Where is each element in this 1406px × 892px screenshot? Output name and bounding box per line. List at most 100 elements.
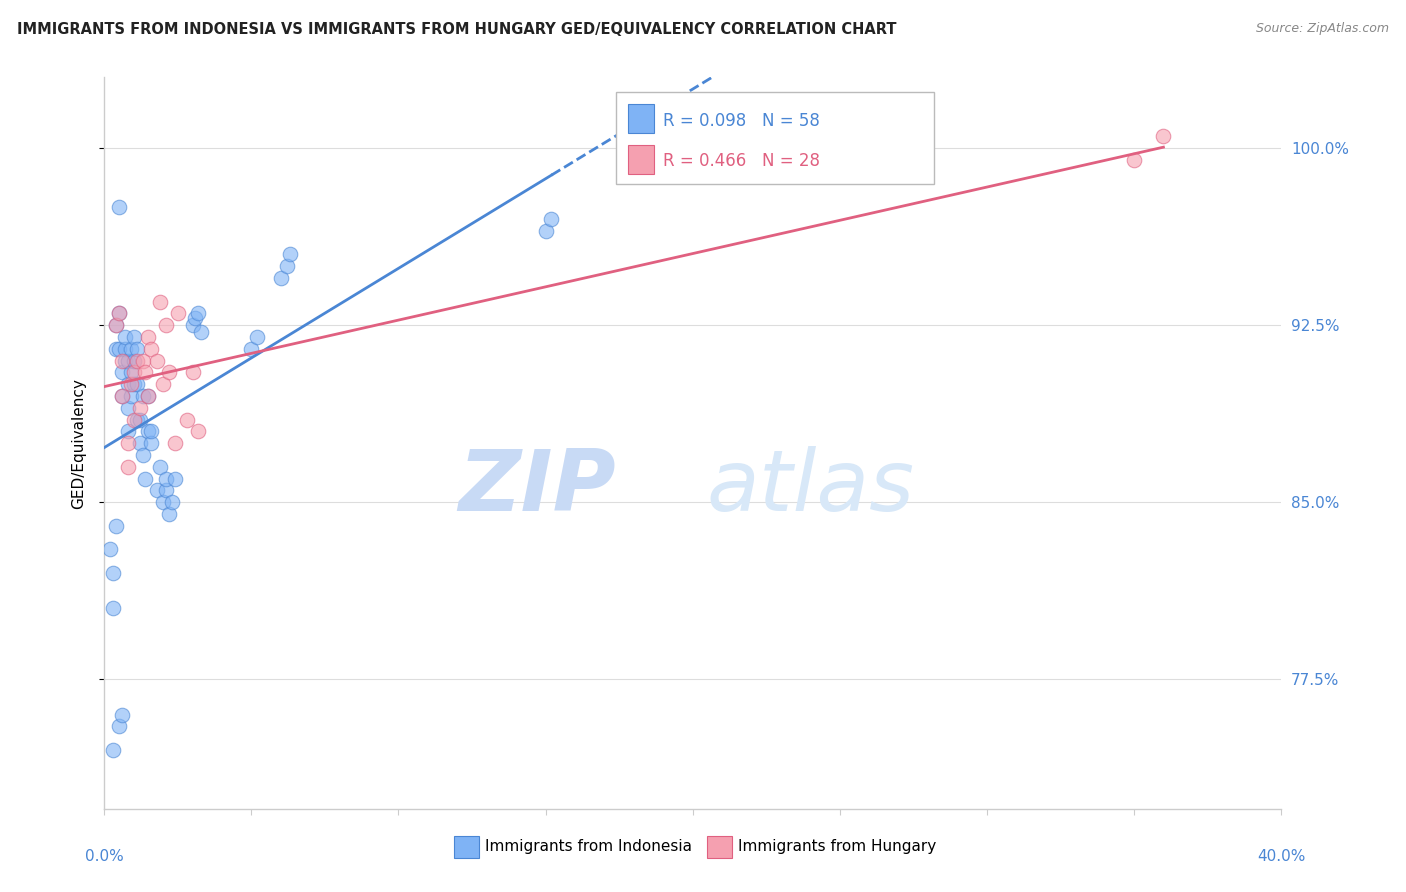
- Point: [122, 366, 145, 380]
- Point: [105, 518, 128, 533]
- Point: [128, 412, 150, 426]
- Point: [157, 507, 180, 521]
- Text: Source: ZipAtlas.com: Source: ZipAtlas.com: [1256, 22, 1389, 36]
- Point: [146, 353, 169, 368]
- Point: [122, 377, 145, 392]
- Point: [125, 412, 148, 426]
- Point: [108, 719, 131, 733]
- Y-axis label: GED/Equivalency: GED/Equivalency: [72, 378, 86, 508]
- Point: [278, 247, 301, 261]
- Point: [98, 542, 121, 557]
- Point: [117, 377, 139, 392]
- Text: Immigrants from Hungary: Immigrants from Hungary: [738, 839, 936, 854]
- Text: 40.0%: 40.0%: [1257, 849, 1305, 864]
- Point: [117, 353, 139, 368]
- Text: R = 0.466   N = 28: R = 0.466 N = 28: [664, 152, 820, 169]
- Point: [187, 306, 209, 320]
- Point: [131, 353, 153, 368]
- Point: [149, 459, 172, 474]
- Point: [120, 377, 142, 392]
- Text: ZIP: ZIP: [458, 446, 616, 529]
- Point: [101, 601, 124, 615]
- Point: [125, 377, 148, 392]
- Point: [125, 353, 148, 368]
- Point: [117, 425, 139, 439]
- Point: [181, 318, 204, 333]
- Point: [114, 342, 136, 356]
- Point: [141, 342, 163, 356]
- Bar: [628, 104, 654, 133]
- Point: [141, 425, 163, 439]
- Point: [120, 389, 142, 403]
- Bar: [628, 145, 654, 174]
- Text: Immigrants from Indonesia: Immigrants from Indonesia: [485, 839, 692, 854]
- Point: [534, 224, 557, 238]
- Point: [134, 366, 156, 380]
- Point: [141, 436, 163, 450]
- Point: [1123, 153, 1146, 167]
- Point: [122, 330, 145, 344]
- Point: [108, 342, 131, 356]
- Point: [240, 342, 263, 356]
- Point: [163, 436, 186, 450]
- Point: [125, 342, 148, 356]
- Point: [138, 389, 160, 403]
- Point: [155, 472, 177, 486]
- Bar: [616, 92, 934, 184]
- Point: [163, 472, 186, 486]
- Point: [117, 436, 139, 450]
- Point: [122, 412, 145, 426]
- Point: [152, 377, 174, 392]
- Point: [160, 495, 183, 509]
- Point: [166, 306, 188, 320]
- Point: [114, 330, 136, 344]
- Point: [120, 342, 142, 356]
- Point: [146, 483, 169, 498]
- Point: [187, 425, 209, 439]
- Point: [138, 330, 160, 344]
- Point: [181, 366, 204, 380]
- Point: [101, 566, 124, 580]
- Point: [111, 389, 134, 403]
- Point: [105, 318, 128, 333]
- Point: [138, 389, 160, 403]
- Point: [117, 401, 139, 415]
- Point: [540, 212, 562, 227]
- Point: [114, 353, 136, 368]
- Point: [131, 448, 153, 462]
- Point: [155, 483, 177, 498]
- Point: [105, 318, 128, 333]
- Text: atlas: atlas: [706, 446, 914, 529]
- Point: [270, 271, 292, 285]
- Point: [152, 495, 174, 509]
- Point: [276, 259, 298, 273]
- Point: [111, 353, 134, 368]
- Point: [155, 318, 177, 333]
- Point: [117, 459, 139, 474]
- Point: [149, 294, 172, 309]
- Text: IMMIGRANTS FROM INDONESIA VS IMMIGRANTS FROM HUNGARY GED/EQUIVALENCY CORRELATION: IMMIGRANTS FROM INDONESIA VS IMMIGRANTS …: [17, 22, 897, 37]
- Point: [184, 311, 207, 326]
- Point: [108, 306, 131, 320]
- Point: [111, 366, 134, 380]
- Point: [108, 200, 131, 214]
- Point: [138, 425, 160, 439]
- Point: [105, 342, 128, 356]
- Point: [190, 326, 212, 340]
- Text: 0.0%: 0.0%: [84, 849, 124, 864]
- Point: [111, 707, 134, 722]
- Point: [157, 366, 180, 380]
- Point: [120, 366, 142, 380]
- Point: [128, 401, 150, 415]
- Point: [111, 389, 134, 403]
- Point: [108, 306, 131, 320]
- Point: [1152, 129, 1174, 144]
- Point: [101, 743, 124, 757]
- Point: [128, 436, 150, 450]
- Text: R = 0.098   N = 58: R = 0.098 N = 58: [664, 112, 820, 130]
- Point: [131, 389, 153, 403]
- Point: [246, 330, 269, 344]
- Point: [176, 412, 198, 426]
- Point: [122, 353, 145, 368]
- Point: [134, 472, 156, 486]
